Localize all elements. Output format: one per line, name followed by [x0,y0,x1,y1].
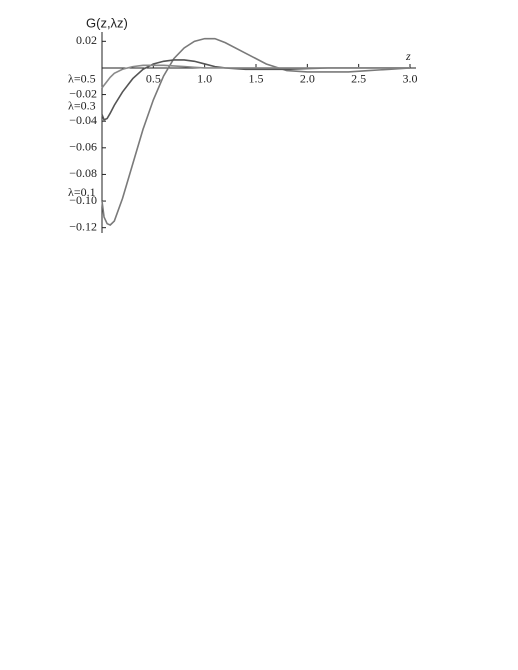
series-label: λ=0.3 [68,98,96,112]
y-tick-label: −0.06 [69,140,97,154]
line-series [101,59,410,121]
y-tick-label: −0.12 [69,219,97,233]
x-tick-label: 1.0 [197,72,212,86]
x-tick-label: 2.0 [300,72,315,86]
y-tick-label: −0.08 [69,166,97,180]
series-label: λ=0.1 [68,185,96,199]
x-tick-label: 3.0 [403,72,418,86]
line-series [101,64,410,89]
y-tick-label: −0.10 [69,193,97,207]
x-tick-label: 0.5 [146,72,161,86]
y-tick-label: 0.02 [76,33,97,47]
series-label: λ=0.5 [68,72,96,86]
x-tick-label: 1.5 [249,72,264,86]
y-axis-label: G(z,λz) [86,15,128,30]
x-axis-label: z [405,49,411,63]
y-tick-label: −0.04 [69,113,97,127]
y-tick-label: −0.02 [69,86,97,100]
line-series [101,37,411,226]
x-tick-label: 2.5 [351,72,366,86]
